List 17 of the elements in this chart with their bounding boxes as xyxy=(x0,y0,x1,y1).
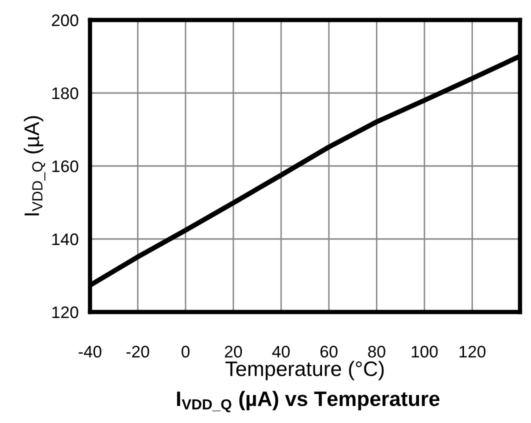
y-tick-label: 160 xyxy=(52,160,78,172)
x-tick-label: 0 xyxy=(182,346,190,358)
x-tick-label: 20 xyxy=(224,346,242,358)
text: I$_{VDD_Q}$ (µA) vs Temperature xyxy=(177,390,440,412)
x-tick-label: -40 xyxy=(78,346,102,358)
x-tick-label: 60 xyxy=(320,346,338,358)
x-tick-label: 100 xyxy=(412,346,438,358)
y-tick-label: 200 xyxy=(52,14,78,26)
y-tick-label: 140 xyxy=(52,233,78,246)
x-tick-label: 40 xyxy=(272,346,290,358)
y-tick-label: 120 xyxy=(52,306,78,318)
x-tick-label: 120 xyxy=(460,346,486,358)
x-tick-label: -20 xyxy=(126,346,150,358)
y-tick-label: 180 xyxy=(52,87,78,100)
y-axis-title: I$_{VDD_Q}$ (µA) xyxy=(24,116,46,216)
x-tick-label: 80 xyxy=(368,346,386,358)
x-axis-title: Temperature (°C) xyxy=(225,360,384,380)
